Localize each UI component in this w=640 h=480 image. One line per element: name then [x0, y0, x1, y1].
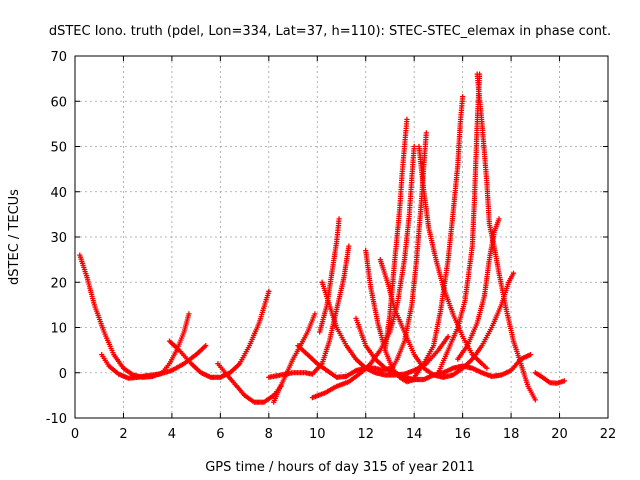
axis-ticks: [74, 55, 609, 419]
series-arc4: [215, 361, 284, 405]
series-arc8: [309, 143, 417, 401]
y-tick-label: 70: [50, 50, 67, 65]
series-arc20: [455, 216, 502, 362]
series-markers: [532, 370, 567, 386]
x-tick-label: 22: [600, 427, 617, 442]
x-tick-label: 16: [454, 427, 471, 442]
series-markers: [77, 252, 192, 380]
series-arc14: [382, 116, 410, 353]
x-axis-label: GPS time / hours of day 315 of year 2011: [205, 460, 475, 475]
data-series: [77, 71, 567, 405]
series-markers: [309, 143, 417, 401]
y-tick-label: 60: [50, 95, 67, 110]
x-tick-label: 8: [265, 427, 273, 442]
series-arc17: [411, 94, 466, 380]
y-axis-label: dSTEC / TECUs: [7, 189, 22, 285]
series-markers: [266, 243, 352, 380]
y-tick-label: 40: [50, 186, 67, 201]
series-arc2: [99, 343, 209, 381]
series-markers: [474, 71, 538, 403]
series-markers: [99, 343, 209, 381]
series-markers: [455, 216, 502, 362]
series-markers: [215, 361, 284, 405]
y-tick-labels: -10 0 10 20 30 40 50 60 70: [46, 50, 67, 427]
series-arc11: [353, 315, 534, 383]
series-markers: [317, 216, 342, 335]
series-arc6: [266, 243, 352, 380]
chart-title: dSTEC Iono. truth (pdel, Lon=334, Lat=37…: [49, 24, 611, 39]
x-tick-label: 18: [503, 427, 520, 442]
y-tick-label: 50: [50, 141, 67, 156]
series-markers: [353, 315, 534, 383]
x-tick-label: 2: [119, 427, 127, 442]
y-tick-label: 30: [50, 231, 67, 246]
series-arc21: [532, 370, 567, 386]
y-tick-label: 20: [50, 276, 67, 291]
series-arc1: [77, 252, 192, 380]
x-tick-label: 20: [551, 427, 568, 442]
y-tick-label: -10: [46, 412, 67, 427]
y-tick-label: 10: [50, 322, 67, 337]
x-tick-label: 4: [168, 427, 176, 442]
x-tick-label: 6: [216, 427, 224, 442]
series-arc10: [317, 216, 342, 335]
x-tick-label: 0: [71, 427, 79, 442]
gridlines: [75, 56, 608, 418]
x-tick-labels: 0 2 4 6 8 10 12 14 16 18 20 22: [71, 427, 616, 442]
series-arc19: [474, 71, 538, 403]
x-tick-label: 10: [309, 427, 326, 442]
y-tick-label: 0: [59, 367, 67, 382]
series-arc3: [166, 288, 272, 380]
series-markers: [166, 288, 272, 380]
x-tick-label: 14: [406, 427, 423, 442]
x-tick-label: 12: [357, 427, 374, 442]
series-markers: [382, 116, 410, 353]
series-markers: [411, 94, 466, 380]
